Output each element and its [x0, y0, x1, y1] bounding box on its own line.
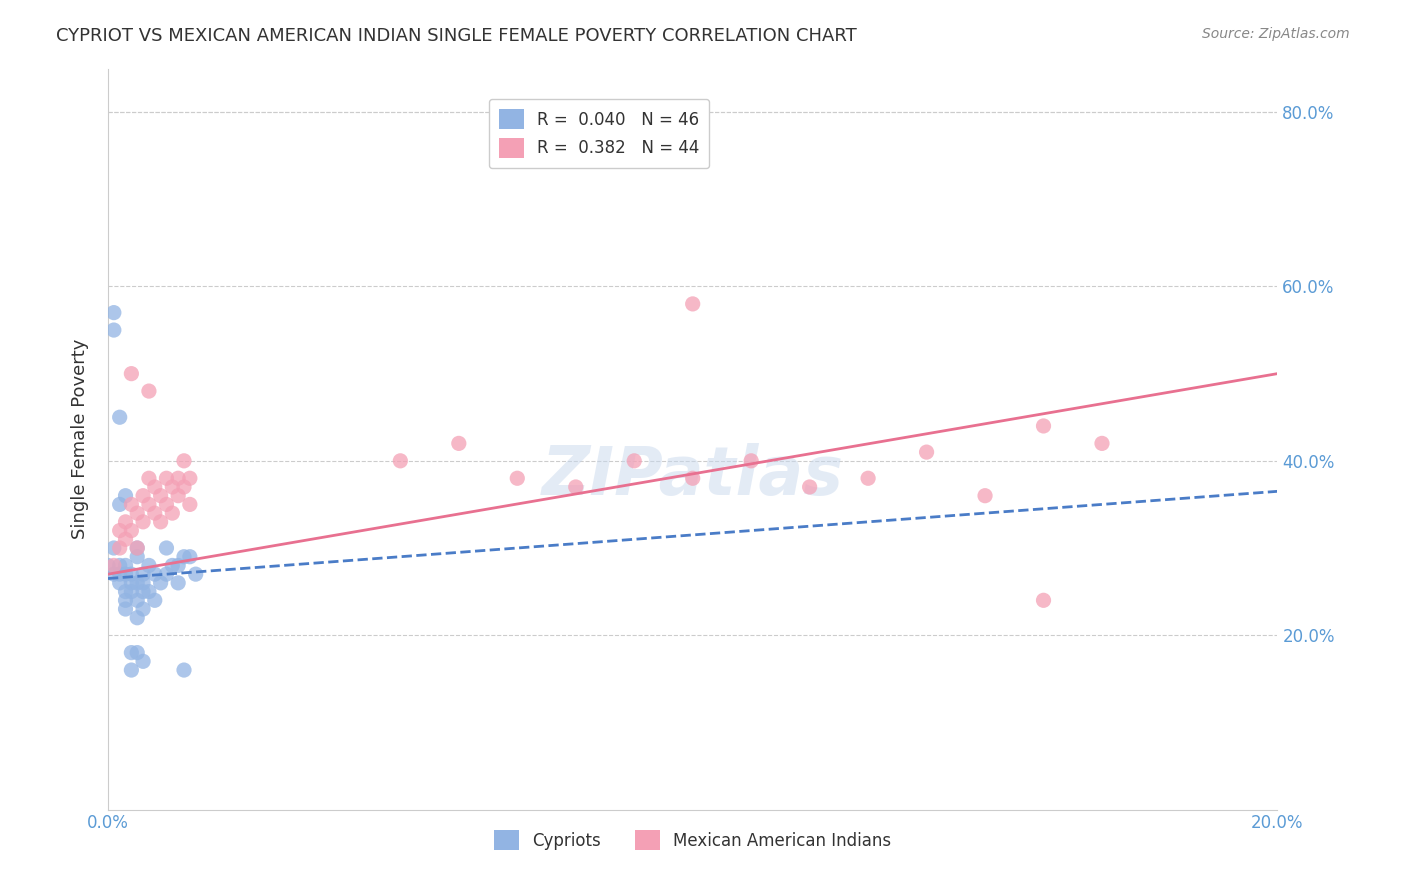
Point: [506, 471, 529, 485]
Point: [114, 533, 136, 547]
Point: [682, 297, 704, 311]
Point: [108, 575, 131, 590]
Point: [389, 454, 412, 468]
Point: [132, 489, 155, 503]
Point: [103, 558, 125, 573]
Point: [138, 384, 160, 398]
Point: [162, 506, 184, 520]
Point: [114, 567, 136, 582]
Legend: R =  0.040   N = 46, R =  0.382   N = 44: R = 0.040 N = 46, R = 0.382 N = 44: [489, 99, 710, 168]
Text: CYPRIOT VS MEXICAN AMERICAN INDIAN SINGLE FEMALE POVERTY CORRELATION CHART: CYPRIOT VS MEXICAN AMERICAN INDIAN SINGL…: [56, 27, 858, 45]
Point: [108, 567, 131, 582]
Point: [740, 454, 762, 468]
Point: [915, 445, 938, 459]
Point: [138, 558, 160, 573]
Text: ZIPatlas: ZIPatlas: [541, 443, 844, 509]
Point: [120, 575, 142, 590]
Point: [114, 584, 136, 599]
Point: [132, 584, 155, 599]
Point: [103, 323, 125, 337]
Point: [108, 541, 131, 555]
Point: [114, 593, 136, 607]
Point: [149, 515, 172, 529]
Point: [127, 611, 149, 625]
Point: [108, 558, 131, 573]
Point: [162, 558, 184, 573]
Point: [682, 471, 704, 485]
Point: [108, 524, 131, 538]
Point: [103, 541, 125, 555]
Point: [149, 489, 172, 503]
Text: Source: ZipAtlas.com: Source: ZipAtlas.com: [1202, 27, 1350, 41]
Point: [114, 602, 136, 616]
Point: [120, 584, 142, 599]
Point: [120, 367, 142, 381]
Point: [143, 506, 166, 520]
Point: [167, 575, 190, 590]
Point: [564, 480, 586, 494]
Point: [143, 593, 166, 607]
Point: [114, 489, 136, 503]
Point: [120, 567, 142, 582]
Point: [143, 480, 166, 494]
Y-axis label: Single Female Poverty: Single Female Poverty: [72, 339, 89, 540]
Point: [138, 497, 160, 511]
Point: [103, 567, 125, 582]
Point: [103, 305, 125, 319]
Point: [447, 436, 470, 450]
Point: [127, 541, 149, 555]
Point: [167, 471, 190, 485]
Point: [120, 663, 142, 677]
Point: [138, 584, 160, 599]
Point: [179, 471, 201, 485]
Point: [799, 480, 821, 494]
Point: [138, 471, 160, 485]
Point: [173, 549, 195, 564]
Point: [120, 497, 142, 511]
Point: [173, 480, 195, 494]
Point: [132, 654, 155, 668]
Point: [623, 454, 645, 468]
Point: [114, 558, 136, 573]
Point: [132, 567, 155, 582]
Point: [132, 575, 155, 590]
Point: [173, 454, 195, 468]
Point: [127, 575, 149, 590]
Point: [120, 646, 142, 660]
Point: [162, 480, 184, 494]
Point: [108, 497, 131, 511]
Point: [127, 646, 149, 660]
Point: [155, 497, 177, 511]
Point: [1091, 436, 1114, 450]
Point: [127, 549, 149, 564]
Point: [127, 506, 149, 520]
Point: [127, 593, 149, 607]
Point: [132, 515, 155, 529]
Point: [120, 524, 142, 538]
Point: [974, 489, 997, 503]
Point: [132, 602, 155, 616]
Point: [143, 567, 166, 582]
Point: [97, 558, 120, 573]
Point: [184, 567, 207, 582]
Point: [179, 497, 201, 511]
Point: [167, 489, 190, 503]
Point: [179, 549, 201, 564]
Point: [167, 558, 190, 573]
Point: [1032, 593, 1054, 607]
Point: [1032, 419, 1054, 434]
Point: [155, 567, 177, 582]
Point: [108, 410, 131, 425]
Point: [114, 515, 136, 529]
Point: [155, 541, 177, 555]
Point: [173, 663, 195, 677]
Point: [856, 471, 879, 485]
Point: [127, 541, 149, 555]
Point: [155, 471, 177, 485]
Point: [149, 575, 172, 590]
